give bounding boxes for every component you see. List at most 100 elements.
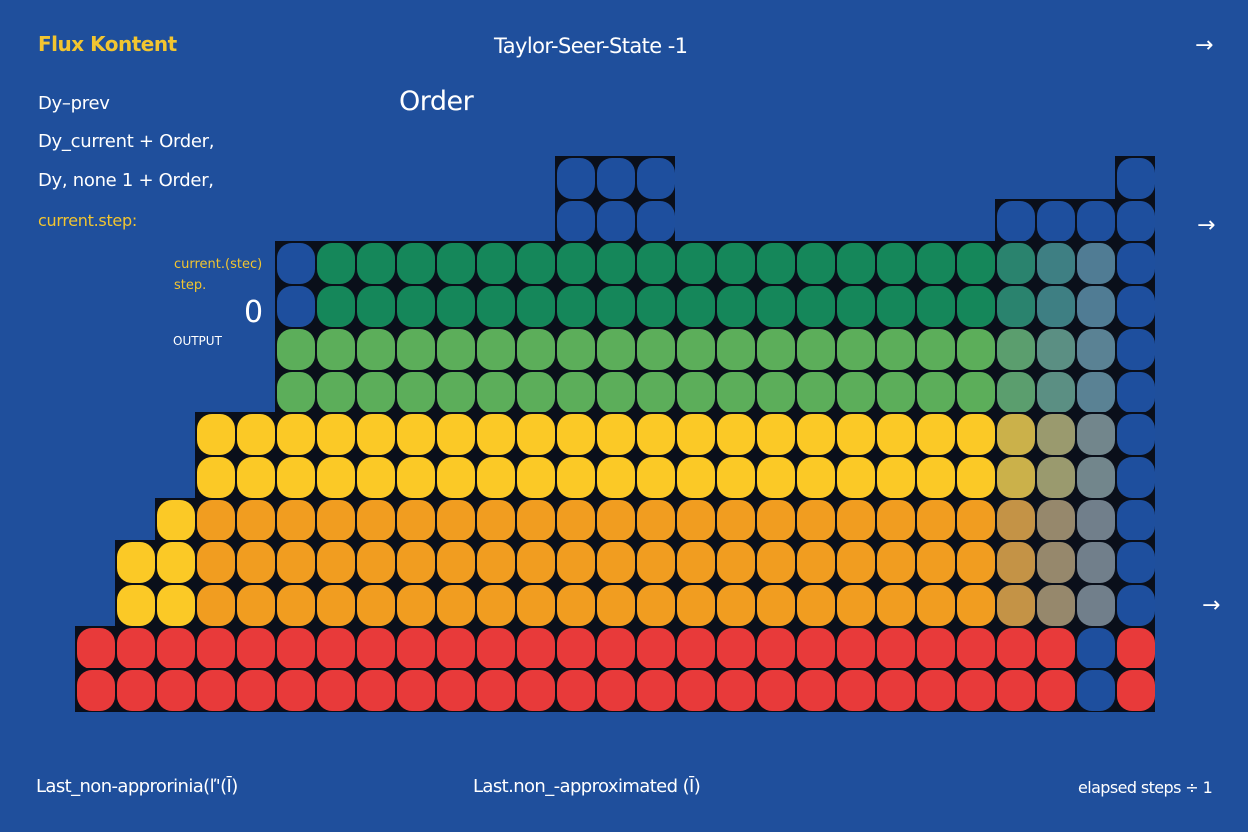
orange-cell: [637, 499, 675, 541]
red-cell: [637, 670, 675, 712]
orange-cell: [717, 585, 755, 626]
red-cell: [397, 670, 435, 712]
orange-cell: [477, 499, 515, 541]
dark-green-cell: [397, 243, 435, 285]
blue-cell-cell: [1077, 627, 1115, 669]
blue-cell-cell: [277, 243, 315, 285]
blue-cell-cell: [1117, 542, 1155, 584]
light-green-cell: [477, 371, 515, 413]
blue-cell-cell: [557, 158, 595, 199]
arrow-right-icon[interactable]: →: [1197, 213, 1216, 238]
blue-cell-cell: [1037, 200, 1075, 242]
red-cell: [1037, 627, 1075, 669]
blue-cell-cell: [637, 200, 675, 242]
dark-green-cell: [957, 243, 995, 285]
dark-green-cell: [717, 243, 755, 285]
light-green-cell: [557, 371, 595, 413]
red-cell: [757, 627, 795, 669]
orange-cell: [797, 542, 835, 584]
dark-green-cell: [317, 243, 355, 285]
faded-cell: [997, 499, 1035, 541]
red-cell: [1117, 627, 1155, 669]
light-green-cell: [277, 328, 315, 370]
dark-green-cell: [477, 286, 515, 328]
red-cell: [277, 670, 315, 712]
light-green-cell: [837, 328, 875, 370]
orange-cell: [437, 585, 475, 626]
orange-cell: [797, 585, 835, 626]
orange-cell: [557, 499, 595, 541]
dark-green-cell: [797, 286, 835, 328]
faded-cell: [997, 243, 1035, 285]
light-green-cell: [757, 371, 795, 413]
orange-cell: [397, 542, 435, 584]
yellow-cell: [637, 414, 675, 456]
orange-cell: [437, 542, 475, 584]
blue-cell-cell: [1117, 414, 1155, 456]
yellow-cell: [717, 414, 755, 456]
red-cell: [1037, 670, 1075, 712]
code-line-current: Dy_current + Order,: [38, 131, 215, 152]
yellow-cell: [477, 456, 515, 498]
orange-cell: [517, 542, 555, 584]
light-green-cell: [717, 371, 755, 413]
dark-green-cell: [797, 243, 835, 285]
dark-green-cell: [557, 286, 595, 328]
annotation-step: step.: [174, 278, 207, 293]
orange-cell: [357, 542, 395, 584]
dark-green-cell: [557, 243, 595, 285]
light-green-cell: [437, 328, 475, 370]
light-green-cell: [957, 328, 995, 370]
orange-cell: [757, 585, 795, 626]
light-green-cell: [877, 328, 915, 370]
blue-cell-cell: [1117, 328, 1155, 370]
light-green-cell: [277, 371, 315, 413]
light-green-cell: [877, 371, 915, 413]
blue-cell-cell: [1117, 499, 1155, 541]
yellow-cell: [797, 414, 835, 456]
red-cell: [837, 670, 875, 712]
light-green-cell: [677, 328, 715, 370]
light-green-cell: [637, 328, 675, 370]
red-cell: [357, 627, 395, 669]
red-cell: [397, 627, 435, 669]
blue-cell-cell: [277, 286, 315, 328]
red-cell: [917, 670, 955, 712]
step-value: 0: [244, 295, 264, 330]
dark-green-cell: [677, 243, 715, 285]
yellow-cell: [237, 414, 275, 456]
yellow-cell: [597, 414, 635, 456]
orange-cell: [957, 499, 995, 541]
faded-cell: [1077, 371, 1115, 413]
red-cell: [557, 670, 595, 712]
light-green-cell: [477, 328, 515, 370]
output-label: OUTPUT: [173, 334, 222, 348]
orange-cell: [437, 499, 475, 541]
light-green-cell: [677, 371, 715, 413]
blue-cell-cell: [1117, 286, 1155, 328]
faded-cell: [997, 328, 1035, 370]
orange-cell: [677, 542, 715, 584]
orange-cell: [957, 542, 995, 584]
yellow-cell: [877, 456, 915, 498]
yellow-cell: [317, 414, 355, 456]
orange-cell: [917, 499, 955, 541]
brand-logo: Flux Kontent: [38, 32, 177, 56]
yellow-cell: [837, 414, 875, 456]
light-green-cell: [357, 328, 395, 370]
arrow-right-icon[interactable]: →: [1195, 33, 1214, 58]
orange-cell: [477, 585, 515, 626]
yellow-cell: [957, 456, 995, 498]
dark-green-cell: [357, 243, 395, 285]
orange-cell: [197, 585, 235, 626]
red-cell: [957, 627, 995, 669]
dark-green-cell: [477, 243, 515, 285]
arrow-right-icon[interactable]: →: [1202, 593, 1221, 618]
yellow-cell: [157, 542, 195, 584]
light-green-cell: [957, 371, 995, 413]
orange-cell: [397, 585, 435, 626]
faded-cell: [1077, 585, 1115, 626]
blue-cell-cell: [997, 200, 1035, 242]
orange-cell: [517, 499, 555, 541]
